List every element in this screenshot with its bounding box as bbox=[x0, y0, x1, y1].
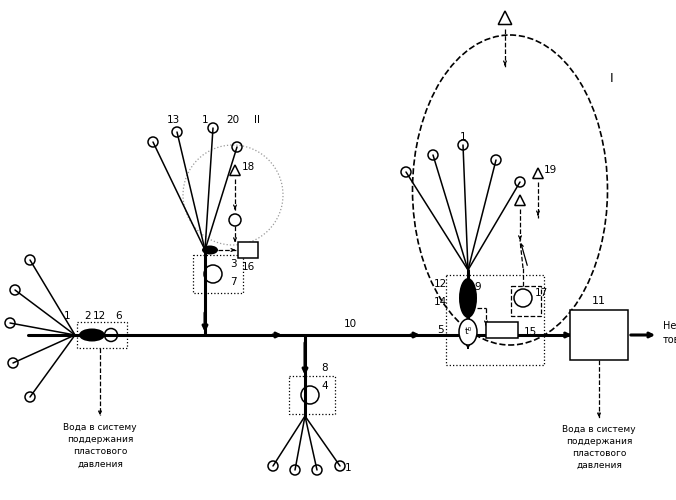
Text: 2: 2 bbox=[84, 311, 91, 321]
Text: 15: 15 bbox=[523, 327, 537, 337]
Text: 17: 17 bbox=[534, 288, 548, 298]
Text: 5: 5 bbox=[437, 325, 443, 335]
Text: поддержания: поддержания bbox=[67, 436, 133, 444]
Ellipse shape bbox=[459, 278, 477, 318]
Text: t⁰: t⁰ bbox=[464, 328, 472, 336]
Polygon shape bbox=[498, 11, 512, 24]
Text: 20: 20 bbox=[226, 115, 239, 125]
Text: 19: 19 bbox=[544, 165, 556, 175]
Text: 9: 9 bbox=[475, 282, 481, 292]
Bar bbox=[446, 275, 544, 365]
Ellipse shape bbox=[79, 328, 105, 342]
Polygon shape bbox=[514, 195, 525, 205]
Text: 18: 18 bbox=[241, 162, 255, 172]
Text: давления: давления bbox=[576, 460, 622, 469]
Text: пластового: пластового bbox=[572, 448, 626, 458]
Text: 1: 1 bbox=[345, 463, 352, 473]
Text: 7: 7 bbox=[230, 277, 237, 287]
Bar bbox=[289, 376, 335, 414]
Text: 10: 10 bbox=[343, 319, 356, 329]
Text: 12: 12 bbox=[93, 311, 105, 321]
Bar bbox=[193, 255, 243, 293]
Bar bbox=[77, 322, 127, 348]
Text: Вода в систему: Вода в систему bbox=[63, 424, 137, 432]
Text: 4: 4 bbox=[322, 381, 329, 391]
Text: 8: 8 bbox=[322, 363, 329, 373]
Text: 14: 14 bbox=[433, 297, 447, 307]
Polygon shape bbox=[230, 165, 240, 175]
Text: Вода в систему: Вода в систему bbox=[562, 424, 636, 434]
Text: 13: 13 bbox=[166, 115, 180, 125]
Text: пластового: пластового bbox=[73, 448, 127, 456]
Ellipse shape bbox=[202, 246, 218, 254]
Text: 12: 12 bbox=[433, 279, 447, 289]
Text: I: I bbox=[610, 72, 614, 85]
Text: 1: 1 bbox=[64, 311, 70, 321]
Text: давления: давления bbox=[77, 460, 123, 468]
Bar bbox=[238, 242, 258, 258]
Bar bbox=[511, 286, 541, 316]
Bar bbox=[570, 310, 628, 360]
Text: 16: 16 bbox=[241, 262, 255, 272]
Text: 1: 1 bbox=[460, 132, 466, 142]
Text: II: II bbox=[254, 115, 260, 125]
Text: товарная: товарная bbox=[663, 335, 676, 345]
Polygon shape bbox=[533, 168, 544, 178]
Ellipse shape bbox=[459, 319, 477, 345]
Bar bbox=[486, 322, 518, 338]
Text: поддержания: поддержания bbox=[566, 436, 632, 446]
Text: 1: 1 bbox=[201, 115, 208, 125]
Text: 3: 3 bbox=[230, 259, 237, 269]
Text: 11: 11 bbox=[592, 296, 606, 306]
Text: 6: 6 bbox=[116, 311, 122, 321]
Text: Нефть: Нефть bbox=[663, 321, 676, 331]
